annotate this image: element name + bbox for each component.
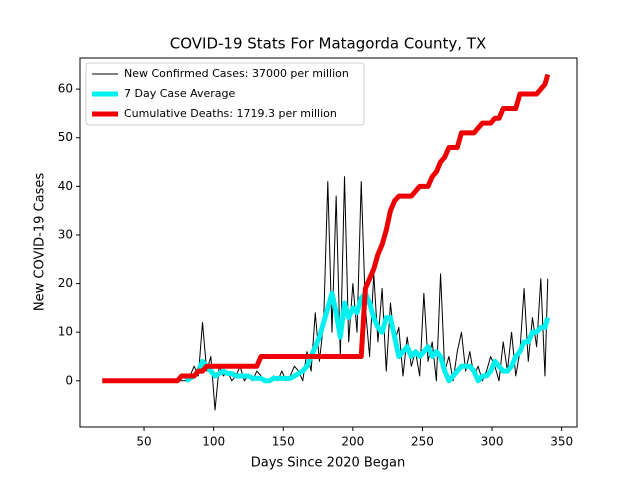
- legend-label: Cumulative Deaths: 1719.3 per million: [124, 107, 337, 120]
- series-line: [184, 290, 551, 384]
- chart-title: COVID-19 Stats For Matagorda County, TX: [170, 35, 486, 53]
- x-tick-label: 50: [136, 435, 151, 449]
- legend-label: 7 Day Case Average: [124, 87, 236, 100]
- x-tick-label: 350: [550, 435, 573, 449]
- x-axis-label: Days Since 2020 Began: [251, 456, 406, 471]
- legend-box: [85, 62, 365, 126]
- x-tick-label: 100: [202, 435, 225, 449]
- plot-frame: [79, 57, 578, 428]
- x-tick-label: 300: [481, 435, 504, 449]
- y-tick-label: 20: [58, 276, 73, 290]
- x-tick-label: 150: [272, 435, 295, 449]
- y-tick-label: 0: [65, 373, 73, 387]
- series-line: [102, 73, 551, 384]
- y-axis-label: New COVID-19 Cases: [33, 173, 48, 311]
- y-tick-label: 10: [58, 325, 73, 339]
- y-tick-label: 30: [58, 227, 73, 241]
- y-tick-label: 40: [58, 179, 73, 193]
- x-tick-label: 200: [341, 435, 364, 449]
- y-tick-label: 50: [58, 130, 73, 144]
- legend-label: New Confirmed Cases: 37000 per million: [124, 67, 349, 80]
- x-tick-label: 250: [411, 435, 434, 449]
- y-tick-label: 60: [58, 82, 73, 96]
